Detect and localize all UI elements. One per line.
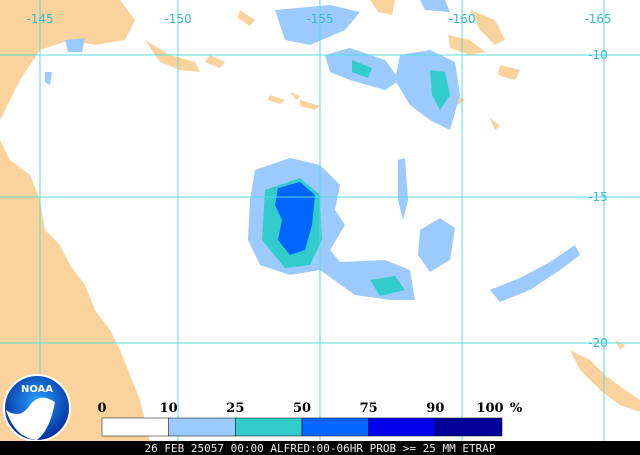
legend-tick: 50 — [293, 401, 311, 416]
lat-label: -20 — [588, 336, 608, 350]
lon-label: -160 — [448, 12, 475, 26]
footer-caption: 26 FEB 25057 00:00 ALFRED:00-06HR PROB >… — [145, 442, 496, 455]
legend-tick: 25 — [226, 401, 244, 416]
lon-label: -145 — [26, 12, 53, 26]
legend: 0 10 25 50 75 90 100% — [97, 401, 523, 437]
graticule — [0, 0, 640, 441]
legend-swatch — [101, 417, 169, 437]
legend-tick: 75 — [360, 401, 378, 416]
legend-swatch — [168, 417, 236, 437]
logo-text: NOAA — [21, 384, 53, 395]
legend-tick: 0 — [97, 401, 106, 416]
land — [0, 0, 640, 441]
lon-label: -165 — [584, 12, 611, 26]
legend-tick: 100 — [476, 401, 503, 416]
legend-swatch — [301, 417, 369, 437]
legend-swatch — [368, 417, 436, 437]
lat-label: -10 — [588, 48, 608, 62]
footer-bar — [0, 441, 640, 455]
lon-label: -155 — [306, 12, 333, 26]
legend-tick: 10 — [160, 401, 178, 416]
graticule-labels: -145 -150 -155 -160 -165 -10 -15 -20 — [26, 12, 611, 350]
noaa-logo: NOAA — [3, 374, 71, 442]
precipitation — [45, 0, 580, 302]
legend-swatch — [435, 417, 503, 437]
legend-unit: % — [510, 401, 523, 416]
lat-label: -15 — [588, 190, 608, 204]
legend-tick: 90 — [426, 401, 444, 416]
lon-label: -150 — [164, 12, 191, 26]
legend-swatch — [235, 417, 303, 437]
